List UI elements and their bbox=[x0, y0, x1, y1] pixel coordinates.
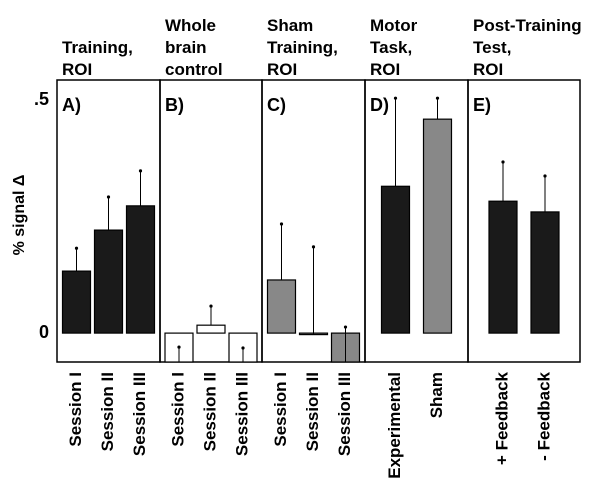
x-tick-label: Session II bbox=[98, 372, 117, 451]
panel-title: Test, bbox=[473, 38, 511, 57]
error-cap bbox=[393, 96, 398, 100]
bar bbox=[422, 118, 453, 334]
bar bbox=[196, 324, 226, 334]
panel-title: ROI bbox=[267, 60, 297, 79]
error-cap bbox=[177, 345, 181, 349]
panel-title: ROI bbox=[370, 60, 400, 79]
panel-frame bbox=[467, 79, 581, 363]
error-cap bbox=[209, 304, 213, 308]
panel-title: Post-Training bbox=[473, 16, 582, 35]
error-cap bbox=[543, 174, 547, 178]
panel-label: D) bbox=[370, 95, 389, 115]
error-cap bbox=[435, 96, 440, 100]
panel-label: B) bbox=[165, 95, 184, 115]
y-axis-label: % signal Δ bbox=[11, 175, 28, 256]
panel-title: Training, bbox=[62, 38, 133, 57]
y-tick-label: 0 bbox=[39, 322, 49, 342]
x-tick-label: Experimental bbox=[385, 372, 404, 479]
panel-title: Training, bbox=[267, 38, 338, 57]
error-cap bbox=[311, 245, 316, 249]
x-tick-label: Session I bbox=[66, 372, 85, 447]
panel-title: control bbox=[165, 60, 223, 79]
x-tick-label: + Feedback bbox=[492, 371, 511, 465]
x-tick-label: Session I bbox=[168, 372, 187, 447]
x-tick-label: Session III bbox=[232, 372, 251, 456]
x-tick-label: - Feedback bbox=[534, 371, 553, 460]
error-cap bbox=[74, 246, 79, 250]
panel-title: Whole bbox=[165, 16, 216, 35]
error-cap bbox=[279, 222, 284, 226]
panel-title: Motor bbox=[370, 16, 418, 35]
error-cap bbox=[343, 325, 348, 329]
panel-title: Sham bbox=[267, 16, 313, 35]
panel-title: ROI bbox=[62, 60, 92, 79]
x-tick-label: Session III bbox=[335, 372, 354, 456]
error-cap bbox=[138, 169, 143, 173]
panel-frame bbox=[364, 79, 469, 363]
x-tick-label: Session II bbox=[303, 372, 322, 451]
panel-label: A) bbox=[62, 95, 81, 115]
error-cap bbox=[241, 346, 245, 350]
error-cap bbox=[501, 160, 505, 164]
bar bbox=[61, 270, 92, 334]
bar bbox=[93, 229, 124, 334]
panel-title: brain bbox=[165, 38, 207, 57]
x-tick-label: Session II bbox=[200, 372, 219, 451]
x-tick-label: Session III bbox=[130, 372, 149, 456]
y-tick-label: .5 bbox=[34, 89, 49, 109]
error-cap bbox=[106, 195, 111, 199]
panel-title: ROI bbox=[473, 60, 503, 79]
bar bbox=[488, 200, 518, 334]
x-tick-label: Session I bbox=[271, 372, 290, 447]
panel-title: Task, bbox=[370, 38, 412, 57]
bar bbox=[530, 211, 560, 334]
bar bbox=[380, 185, 411, 334]
panel-label: E) bbox=[473, 95, 491, 115]
panel-label: C) bbox=[267, 95, 286, 115]
x-tick-label: Sham bbox=[427, 372, 446, 418]
bar bbox=[125, 205, 156, 334]
bar bbox=[266, 279, 297, 334]
